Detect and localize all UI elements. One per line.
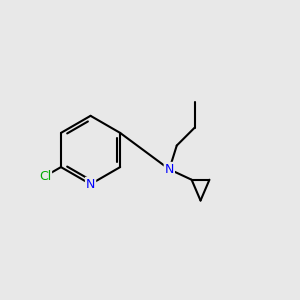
Text: N: N <box>165 163 174 176</box>
Text: Cl: Cl <box>39 170 51 183</box>
Text: N: N <box>86 178 95 191</box>
